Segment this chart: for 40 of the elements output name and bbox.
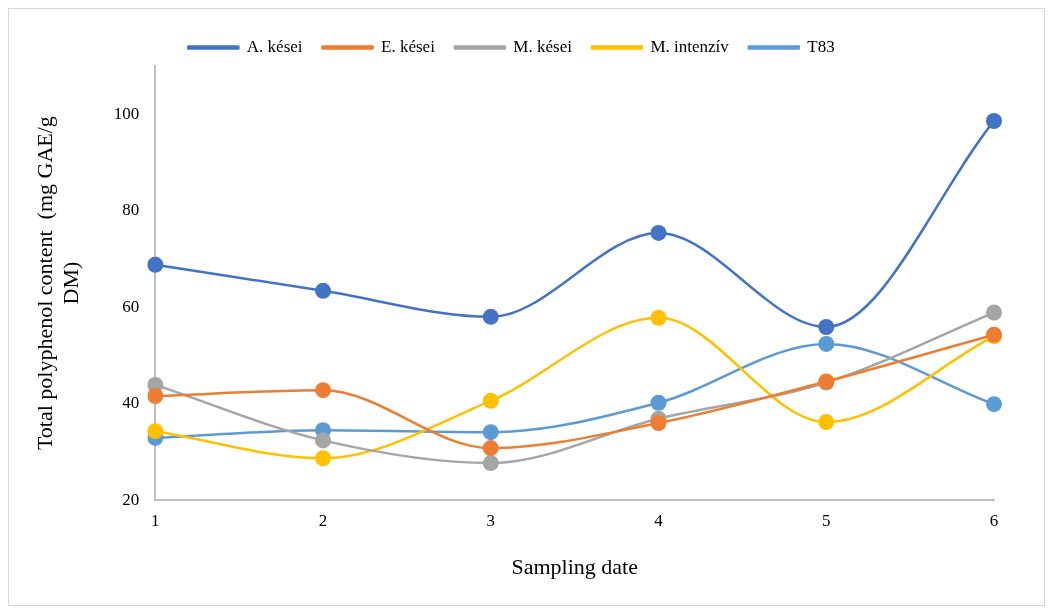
point xyxy=(147,387,164,404)
y-tick-label: 60 xyxy=(122,296,140,316)
y-tick-label: 100 xyxy=(113,103,140,123)
point xyxy=(147,423,164,440)
x-axis-title: Sampling date xyxy=(511,553,638,579)
point xyxy=(818,414,835,431)
point xyxy=(315,450,332,467)
point xyxy=(986,396,1002,413)
point xyxy=(818,335,835,352)
point xyxy=(650,309,667,326)
point xyxy=(818,319,835,335)
point xyxy=(482,424,499,441)
y-axis-title: Total polyphenol content (mg GAE/g DM) xyxy=(31,116,84,451)
point xyxy=(482,440,499,457)
point xyxy=(482,308,499,325)
x-tick-label: 1 xyxy=(151,510,160,530)
legend-label: M. intenzív xyxy=(650,36,730,56)
point xyxy=(147,256,164,273)
legend-label: T83 xyxy=(807,36,835,56)
y-tick-label: 80 xyxy=(122,200,140,220)
legend-label: E. kései xyxy=(381,36,436,56)
x-tick-label: 3 xyxy=(486,510,496,530)
y-tick-label: 20 xyxy=(122,489,140,509)
x-tick-label: 2 xyxy=(318,510,328,530)
point xyxy=(986,113,1002,129)
y-tick-label: 40 xyxy=(122,393,140,413)
legend-label: M. kései xyxy=(513,36,573,56)
x-tick-label: 6 xyxy=(989,510,999,530)
point xyxy=(986,304,1002,321)
point xyxy=(482,455,499,472)
point xyxy=(482,392,499,409)
point xyxy=(315,432,332,449)
point xyxy=(315,382,332,399)
point xyxy=(315,282,332,299)
x-tick-label: 5 xyxy=(822,510,831,530)
legend-label: A. kései xyxy=(246,36,303,56)
point xyxy=(650,415,667,432)
point xyxy=(650,394,667,411)
point xyxy=(650,224,667,241)
x-tick-label: 4 xyxy=(654,510,664,530)
